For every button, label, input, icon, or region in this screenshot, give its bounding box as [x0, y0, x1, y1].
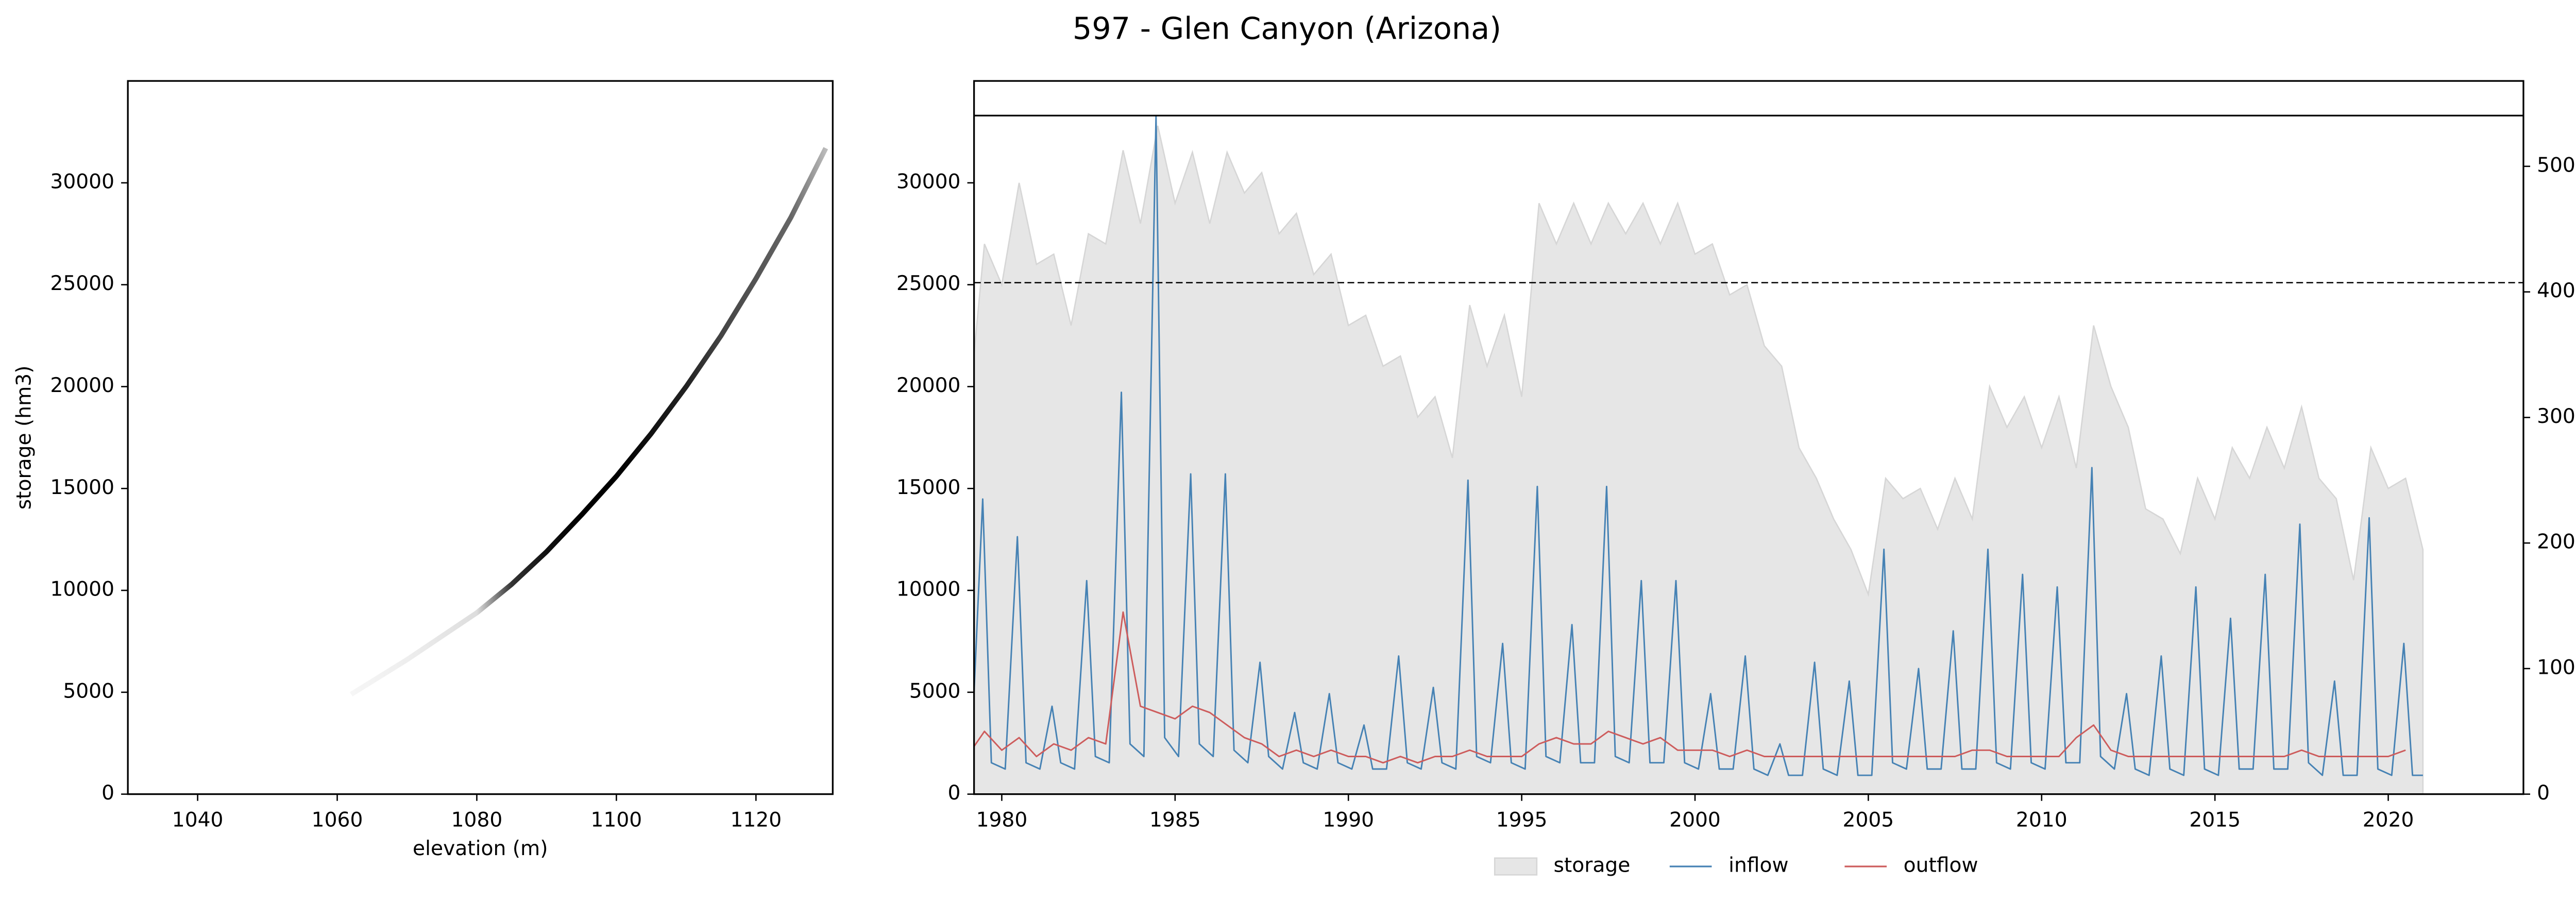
storage-area	[974, 125, 2424, 794]
y-tick-label: 0	[948, 781, 961, 805]
plot-area	[974, 115, 2424, 794]
x-tick-label: 1100	[591, 808, 642, 831]
x-tick-label: 1040	[172, 808, 224, 831]
x-tick-label: 1995	[1496, 808, 1548, 831]
y-tick-label: 10000	[896, 578, 961, 601]
x-tick-label: 2005	[1843, 808, 1894, 831]
x-axis-label: elevation (m)	[413, 837, 548, 860]
y-tick-label: 5000	[63, 679, 114, 703]
y2-tick-label: 4000	[2537, 279, 2576, 302]
x-tick-label: 1985	[1149, 808, 1201, 831]
y2-tick-label: 5000	[2537, 154, 2576, 177]
x-tick-label: 1060	[312, 808, 363, 831]
x-tick-label: 1080	[451, 808, 503, 831]
y-tick-label: 15000	[896, 476, 961, 499]
y-tick-label: 15000	[50, 476, 114, 499]
y-tick-label: 10000	[50, 578, 114, 601]
figure-title: 597 - Glen Canyon (Arizona)	[1073, 10, 1501, 46]
legend-label: inflow	[1728, 854, 1788, 877]
plot-area	[350, 147, 828, 696]
line-series	[974, 611, 2406, 764]
y-tick-label: 20000	[50, 374, 114, 397]
y2-tick-label: 2000	[2537, 531, 2576, 554]
plot-frame	[973, 80, 2524, 795]
y2-tick-label: 1000	[2537, 656, 2576, 679]
line-series	[974, 115, 2423, 776]
y-axis-label: storage (hm3)	[12, 366, 36, 510]
x-tick-label: 1120	[730, 808, 782, 831]
y-tick-label: 25000	[50, 272, 114, 295]
y-tick-label: 30000	[896, 170, 961, 193]
y-tick-label: 25000	[896, 272, 961, 295]
x-tick-label: 2015	[2189, 808, 2241, 831]
legend-swatch	[1494, 857, 1538, 876]
y2-tick-label: 0	[2537, 781, 2550, 805]
legend-label: outflow	[1904, 854, 1978, 877]
x-tick-label: 2000	[1669, 808, 1721, 831]
y-tick-label: 20000	[896, 374, 961, 397]
legend-label: storage	[1554, 854, 1631, 877]
plot-frame	[127, 80, 834, 795]
y-tick-label: 5000	[909, 679, 961, 703]
x-tick-label: 2020	[2363, 808, 2414, 831]
y2-tick-label: 3000	[2537, 405, 2576, 428]
curve	[350, 147, 828, 696]
x-tick-label: 1980	[976, 808, 1028, 831]
x-tick-label: 1990	[1323, 808, 1374, 831]
x-tick-label: 2010	[2016, 808, 2067, 831]
y-tick-label: 0	[101, 781, 114, 805]
y-tick-label: 30000	[50, 170, 114, 193]
